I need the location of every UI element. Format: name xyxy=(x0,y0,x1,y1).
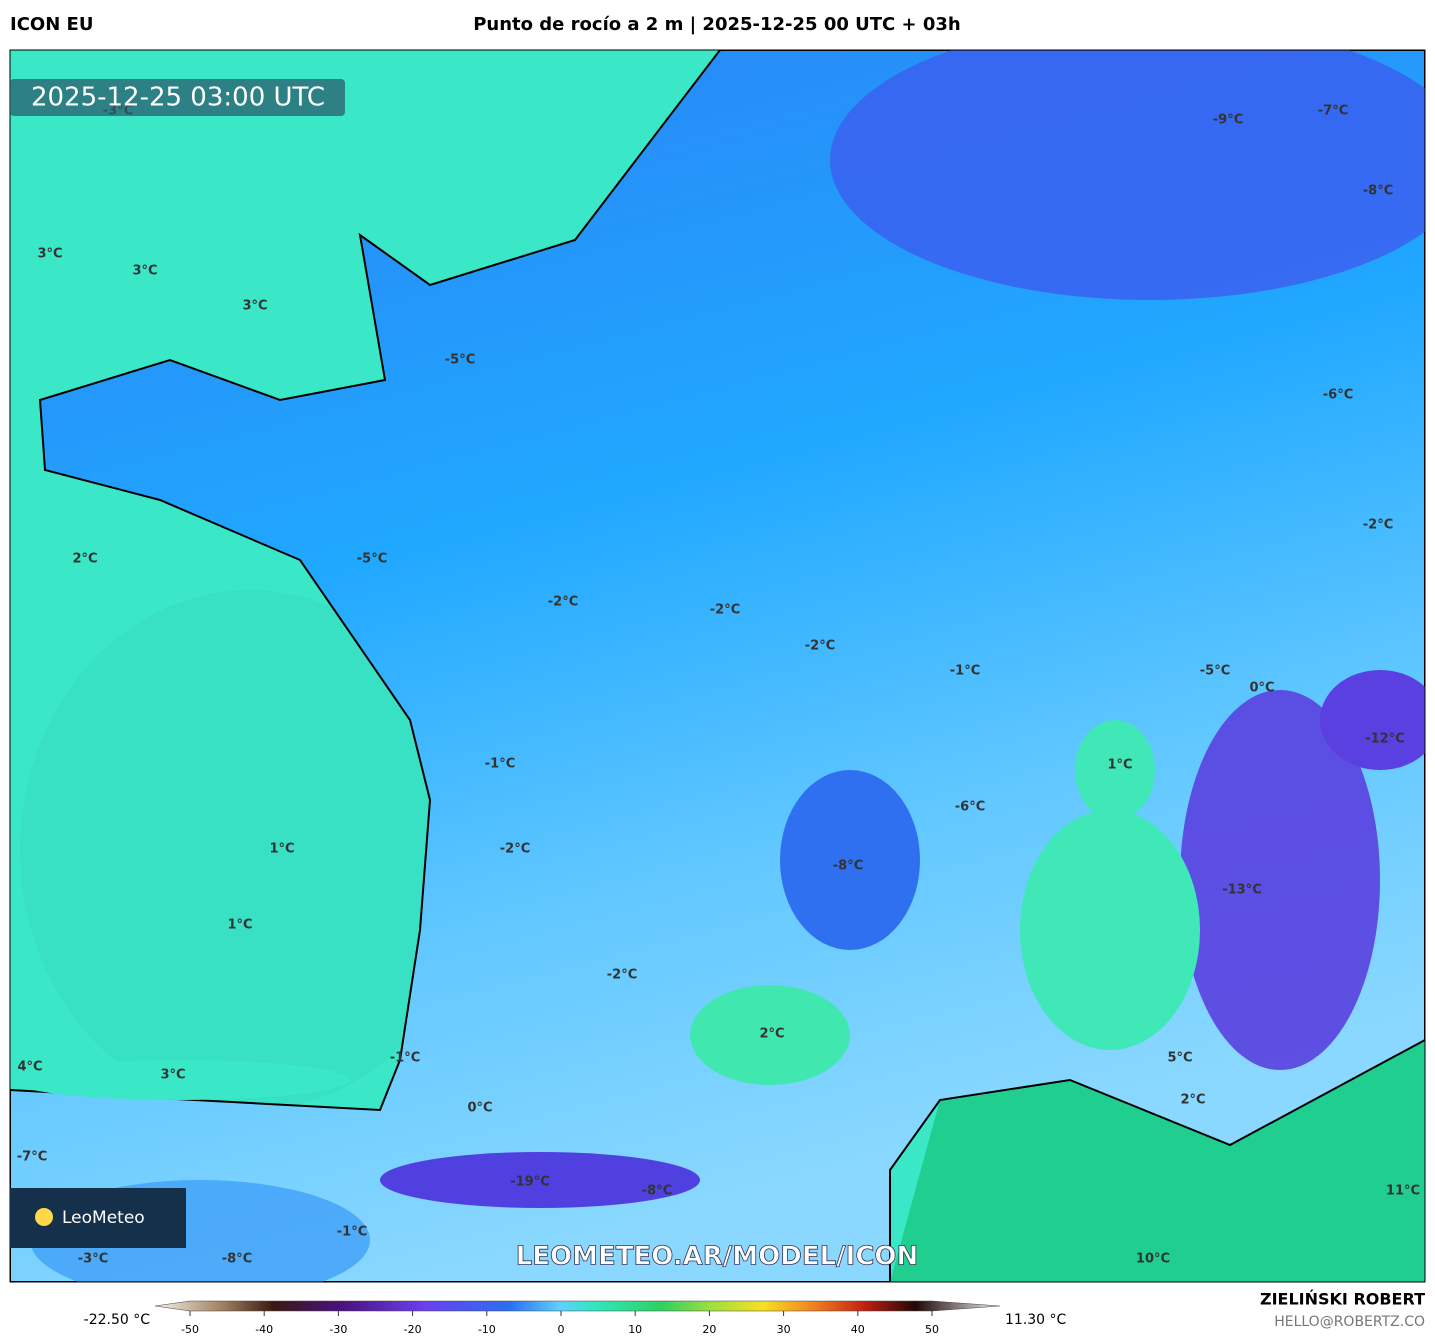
colorbar-tick-label: -20 xyxy=(404,1323,422,1336)
colorbar-tick-label: 20 xyxy=(702,1323,716,1336)
temperature-label: -1°C xyxy=(485,757,515,772)
temperature-label: 5°C xyxy=(1167,1051,1192,1066)
temperature-label: -2°C xyxy=(548,595,578,610)
temperature-label: 1°C xyxy=(269,842,294,857)
warm-area xyxy=(690,985,850,1085)
colorbar-ticks: -50 -40 -30 -20 -10 0 10 20 30 40 50 xyxy=(181,1311,939,1336)
temperature-label: -7°C xyxy=(1318,104,1348,119)
email: HELLO@ROBERTZ.CO xyxy=(1274,1314,1425,1330)
temperature-label: -1°C xyxy=(337,1225,367,1240)
sea-shade xyxy=(20,590,480,1110)
colorbar-tick-label: 30 xyxy=(777,1323,791,1336)
timestamp: 2025-12-25 03:00 UTC xyxy=(31,83,325,113)
alps-north xyxy=(1320,670,1425,770)
temperature-label: -6°C xyxy=(1323,388,1353,403)
watermark: LEOMETEO.AR/MODEL/ICON xyxy=(516,1242,919,1272)
temperature-label: 2°C xyxy=(759,1027,784,1042)
temperature-label: -9°C xyxy=(1213,113,1243,128)
temperature-label: 3°C xyxy=(37,247,62,262)
temperature-label: -2°C xyxy=(710,603,740,618)
temperature-label: -8°C xyxy=(222,1252,252,1267)
temperature-label: 3°C xyxy=(160,1068,185,1083)
spain-coast xyxy=(10,1060,350,1100)
temperature-label: -3°C xyxy=(78,1252,108,1267)
temperature-label: 4°C xyxy=(17,1060,42,1075)
temperature-label: -19°C xyxy=(510,1175,550,1190)
temperature-label: 2°C xyxy=(1180,1093,1205,1108)
timestamp-box xyxy=(10,79,345,116)
logo-sun xyxy=(35,1208,53,1226)
temperature-label: 2°C xyxy=(72,552,97,567)
colorbar-min: -22.50 °C xyxy=(84,1312,151,1328)
colorbar-tick-label: -30 xyxy=(329,1323,347,1336)
warm-area xyxy=(1075,720,1155,820)
temperature-label: -2°C xyxy=(607,968,637,983)
temperature-label: -13°C xyxy=(1222,883,1262,898)
colorbar-tick-label: -40 xyxy=(255,1323,273,1336)
temperature-label: -8°C xyxy=(642,1184,672,1199)
temperature-label: 10°C xyxy=(1136,1252,1170,1267)
temperature-label: 3°C xyxy=(132,264,157,279)
temperature-label: 0°C xyxy=(467,1101,492,1116)
map-frame xyxy=(9,49,1426,1283)
temperature-label: 1°C xyxy=(227,918,252,933)
temperature-label: -5°C xyxy=(357,552,387,567)
map xyxy=(10,50,1425,1282)
colorbar-tick-label: 10 xyxy=(628,1323,642,1336)
temperature-label: -1°C xyxy=(390,1051,420,1066)
temperature-label: 11°C xyxy=(1386,1184,1420,1199)
temperature-label: 1°C xyxy=(1107,758,1132,773)
model-name: ICON EU xyxy=(10,14,93,35)
temperature-label: 0°C xyxy=(1249,681,1274,696)
logo: LeoMeteo xyxy=(62,1208,145,1228)
warm-area xyxy=(1020,810,1200,1050)
map-title: Punto de rocío a 2 m | 2025-12-25 00 UTC… xyxy=(473,14,961,35)
temperature-label: 3°C xyxy=(242,299,267,314)
temperature-label: -8°C xyxy=(833,859,863,874)
colorbar-tick-label: -50 xyxy=(181,1323,199,1336)
cold-area xyxy=(830,50,1425,300)
colorbar-tick-label: 0 xyxy=(558,1323,565,1336)
alps xyxy=(1180,690,1380,1070)
temperature-label: -2°C xyxy=(805,639,835,654)
temperature-label: -2°C xyxy=(500,842,530,857)
colorbar-tick-label: 50 xyxy=(925,1323,939,1336)
colorbar-max: 11.30 °C xyxy=(1005,1312,1067,1328)
colorbar xyxy=(154,1300,1001,1312)
pyrenees xyxy=(380,1152,700,1208)
temperature-label: -6°C xyxy=(955,800,985,815)
colorbar-tick-label: 40 xyxy=(851,1323,865,1336)
colorbar-tick-label: -10 xyxy=(478,1323,496,1336)
mediterranean xyxy=(890,1040,1425,1282)
temperature-label: -12°C xyxy=(1365,732,1405,747)
temperature-label: -1°C xyxy=(950,664,980,679)
author: ZIELIŃSKI ROBERT xyxy=(1260,1290,1425,1309)
massif-central xyxy=(780,770,920,950)
temperature-label: -5°C xyxy=(1200,664,1230,679)
temperature-label: -7°C xyxy=(17,1150,47,1165)
temperature-label: -2°C xyxy=(1363,518,1393,533)
temperature-label: -5°C xyxy=(445,353,475,368)
temperature-label: -8°C xyxy=(1363,184,1393,199)
